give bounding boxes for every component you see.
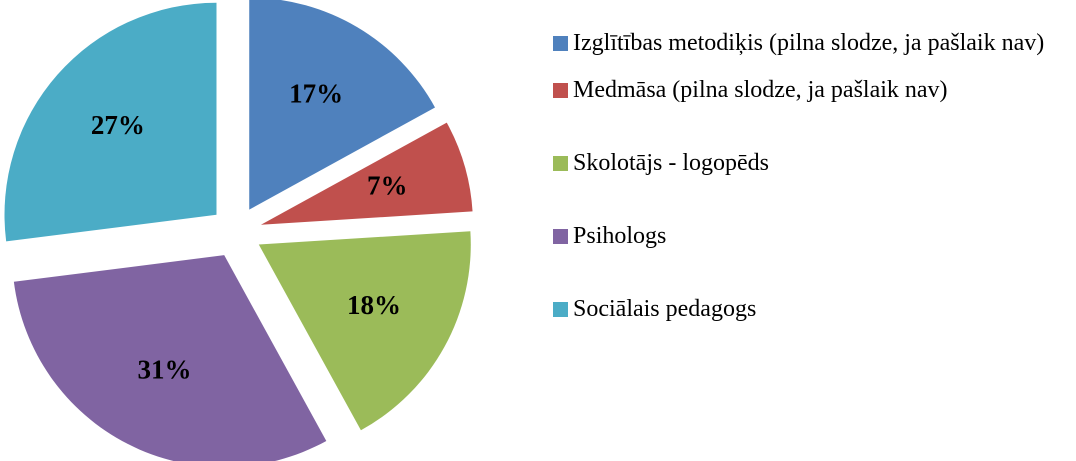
legend-label: Medmāsa (pilna slodze, ja pašlaik nav) [573, 77, 948, 103]
legend-swatch [553, 156, 568, 171]
data-label: 17% [289, 79, 343, 109]
data-label: 18% [347, 290, 401, 320]
data-label: 31% [138, 354, 192, 384]
legend-swatch [553, 302, 568, 317]
pie-slice [13, 255, 327, 461]
legend-item: Medmāsa (pilna slodze, ja pašlaik nav) [553, 75, 1073, 105]
pie-slice [258, 231, 471, 431]
pie-slice [249, 0, 436, 210]
legend-item: Izglītības metodiķis (pilna slodze, ja p… [553, 28, 1073, 58]
legend-label: Skolotājs - logopēds [573, 150, 769, 176]
legend: Izglītības metodiķis (pilna slodze, ja p… [553, 28, 1073, 324]
legend-label: Psihologs [573, 223, 667, 249]
data-label: 27% [91, 110, 145, 140]
legend-item: Sociālais pedagogs [553, 294, 1073, 324]
pie-slice [4, 2, 217, 242]
data-label: 7% [367, 170, 408, 200]
legend-item: Skolotājs - logopēds [553, 148, 1073, 178]
legend-swatch [553, 36, 568, 51]
legend-item: Psihologs [553, 221, 1073, 251]
legend-label: Sociālais pedagogs [573, 296, 757, 322]
pie-chart: 17% 7% 18% 31% 27% [4, 0, 473, 461]
legend-swatch [553, 229, 568, 244]
legend-swatch [553, 83, 568, 98]
legend-label: Izglītības metodiķis (pilna slodze, ja p… [573, 30, 1045, 56]
pie-slice [260, 122, 473, 225]
